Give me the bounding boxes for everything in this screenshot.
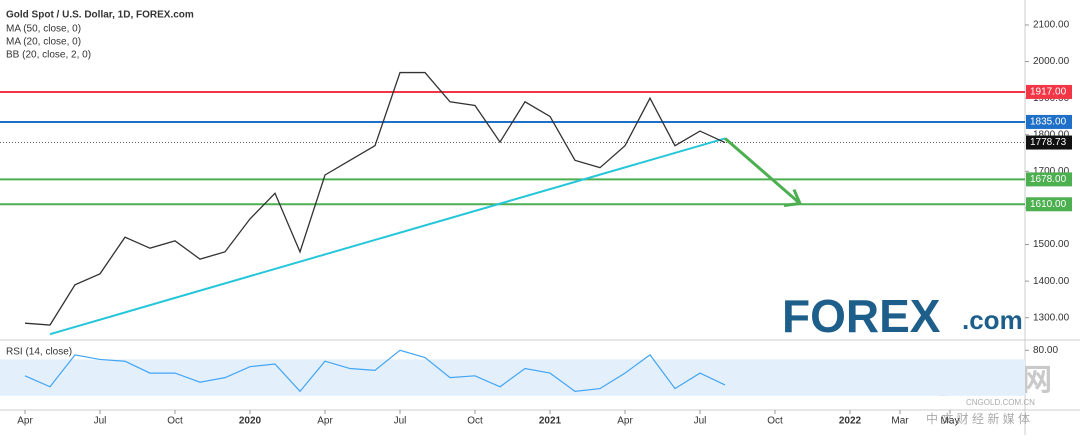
- last-price-tag: [1026, 135, 1072, 150]
- y-tick-label: 2100.00: [1033, 20, 1070, 31]
- level-tag: [1026, 84, 1072, 99]
- x-tick-label: Jul: [694, 416, 707, 427]
- x-tick-label: Apr: [17, 416, 33, 427]
- x-tick-label: Apr: [317, 416, 333, 427]
- rsi-tick-label: 80.00: [1033, 345, 1058, 356]
- arrow-head: [783, 188, 803, 208]
- y-tick-label: 1400.00: [1033, 276, 1070, 287]
- x-tick-label: Jul: [394, 416, 407, 427]
- level-tag: [1026, 114, 1072, 129]
- logo-suffix: .com: [962, 305, 1023, 335]
- x-tick-label: Jul: [94, 416, 107, 427]
- x-tick-label: Apr: [617, 416, 633, 427]
- level-tag: [1026, 172, 1072, 187]
- y-tick-label: 1300.00: [1033, 312, 1070, 323]
- watermark-site: CNGOLD.COM.CN: [966, 398, 1035, 407]
- watermark-slogan: 中 文 财 经 新 媒 体: [926, 411, 1030, 426]
- logo: FOREX: [782, 290, 941, 342]
- x-tick-label: 2022: [839, 416, 862, 427]
- rsi-title: RSI (14, close): [6, 347, 72, 358]
- trendline: [49, 137, 726, 336]
- x-tick-label: 2021: [539, 416, 562, 427]
- level-label: 1678.00: [1030, 174, 1067, 185]
- x-tick-label: Oct: [767, 416, 783, 427]
- last-price-label: 1778.73: [1030, 137, 1067, 148]
- y-tick-label: 1800.00: [1033, 129, 1070, 140]
- level-label: 1610.00: [1030, 199, 1067, 210]
- y-tick-label: 1500.00: [1033, 239, 1070, 250]
- level-tag: [1026, 197, 1072, 212]
- indicator-label: BB (20, close, 2, 0): [6, 50, 91, 61]
- y-tick-label: 1700.00: [1033, 166, 1070, 177]
- indicator-label: MA (50, close, 0): [6, 24, 81, 35]
- x-tick-label: Oct: [467, 416, 483, 427]
- x-tick-label: May: [941, 416, 960, 427]
- x-tick-label: Oct: [167, 416, 183, 427]
- x-tick-label: Mar: [891, 416, 909, 427]
- level-label: 1917.00: [1030, 87, 1067, 98]
- price-line: [24, 71, 726, 326]
- x-tick-label: 2020: [239, 416, 262, 427]
- projection-arrow: [724, 137, 801, 205]
- y-tick-label: 2000.00: [1033, 56, 1070, 67]
- rsi-line: [24, 349, 726, 393]
- chart-title: Gold Spot / U.S. Dollar, 1D, FOREX.com: [6, 10, 194, 21]
- indicator-label: MA (20, close, 0): [6, 37, 81, 48]
- level-label: 1835.00: [1030, 117, 1067, 128]
